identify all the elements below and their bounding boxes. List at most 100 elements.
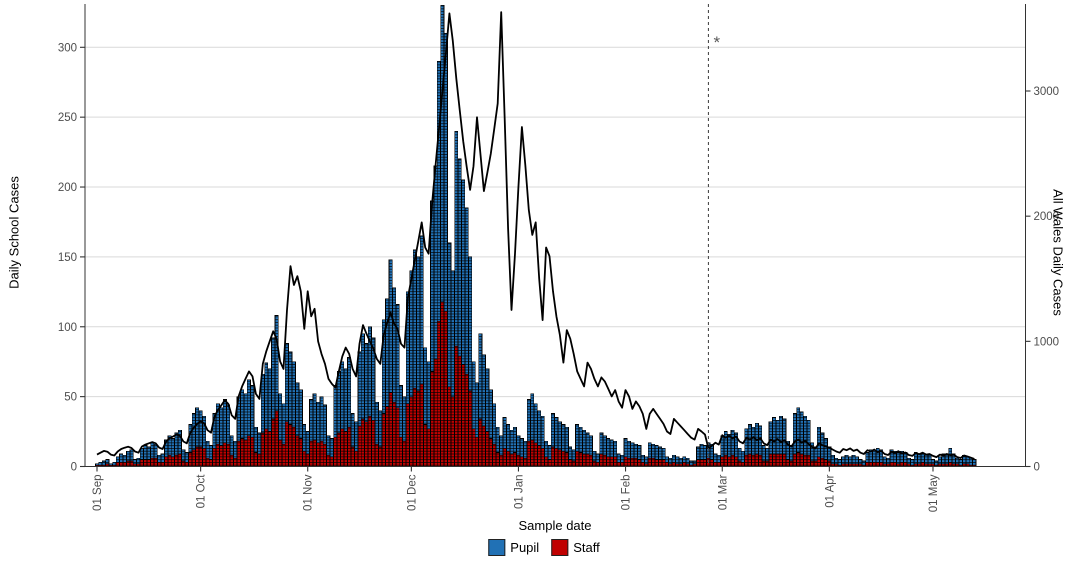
bar-pupil [485,368,490,432]
bar-staff [264,428,269,467]
bar-staff [243,439,248,467]
bar-staff [464,373,469,467]
bar-staff [779,453,783,467]
bar-pupil [803,415,808,456]
bar-staff [872,461,877,467]
bar-pupil [716,454,721,463]
bar-pupil [202,415,207,449]
bar-staff [426,428,431,467]
bar-staff [899,461,904,467]
bar-pupil [222,399,227,444]
bar-staff [312,439,317,467]
bar-pupil [855,456,859,465]
bar-staff [499,454,504,467]
bar-staff [651,457,656,467]
bar-pupil [709,443,714,460]
bar-pupil [792,413,797,455]
bar-pupil [95,463,99,466]
bar-pupil [454,130,459,347]
bar-pupil [209,445,213,460]
bar-pupil [440,5,445,302]
bar-staff [454,345,459,467]
bar-pupil [886,457,891,465]
bar-staff [461,364,466,467]
bar-pupil [917,453,922,465]
bar-staff [347,427,352,467]
bar-pupil [481,354,486,427]
bar-pupil [578,427,583,453]
bar-pupil [274,315,279,411]
bar-pupil [620,454,625,463]
left-axis-title: Daily School Cases [6,176,22,289]
bar-staff [582,453,587,467]
bar-staff [285,421,289,467]
bar-pupil [105,459,110,465]
bar-staff [509,453,514,467]
bar-staff [160,461,165,467]
bar-staff [150,457,155,467]
bar-staff [295,435,300,467]
bar-pupil [347,357,352,428]
month-tick-label: 01 Sep [92,475,104,511]
left-tick-label: 150 [58,252,77,264]
bar-pupil [544,440,549,458]
bar-staff [488,438,493,467]
bar-pupil [122,454,127,463]
bar-staff [485,431,490,467]
bar-staff [734,456,739,467]
bar-pupil [910,459,915,466]
bar-pupil [658,446,663,460]
bar-staff [893,461,897,467]
legend-item-staff: Staff [551,539,600,556]
bar-pupil [395,304,400,409]
bar-staff [785,459,790,467]
bar-pupil [447,242,452,388]
bar-pupil [533,403,538,444]
bar-pupil [972,459,977,466]
bar-staff [523,457,528,467]
bar-staff [502,447,507,467]
bar-pupil [495,427,500,453]
bar-pupil [955,457,960,465]
bar-pupil [751,427,756,456]
bar-pupil [823,438,828,460]
bar-pupil [499,435,504,456]
bar-staff [260,432,265,467]
bar-pupil [644,456,649,465]
bar-pupil [775,420,780,455]
bar-pupil [323,404,327,445]
bar-staff [737,460,742,467]
bar-pupil [136,457,141,465]
month-tick-label: 01 Feb [621,475,633,511]
bar-pupil [316,401,321,444]
bar-pupil [516,435,521,456]
staff-legend-label: Staff [573,540,600,555]
bar-staff [350,446,355,467]
bar-pupil [696,446,701,460]
bar-pupil [399,385,403,438]
bar-staff [682,461,687,467]
bar-staff [716,461,721,467]
bar-pupil [575,424,580,452]
bar-staff [751,454,756,467]
bar-pupil [682,456,687,463]
bar-staff [803,454,808,467]
bar-pupil [637,445,642,460]
bar-staff [443,311,448,467]
bar-staff [741,461,745,467]
bar-staff [519,456,524,467]
bar-pupil [782,418,787,455]
bar-pupil [665,456,669,463]
bar-staff [627,457,631,467]
bar-pupil [309,399,314,442]
bar-staff [191,449,196,467]
bar-staff [623,456,628,467]
bar-pupil [837,459,842,466]
bar-staff [723,454,728,467]
bar-staff [537,445,542,467]
bar-staff [589,454,593,467]
bar-staff [374,443,379,467]
bar-pupil [478,333,483,420]
bar-staff [412,387,417,467]
bar-staff [437,320,441,467]
